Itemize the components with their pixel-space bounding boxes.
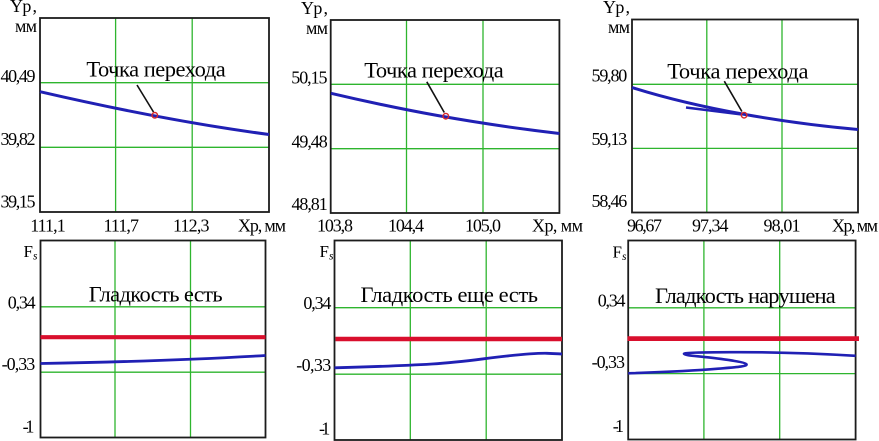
svg-text:-1: -1 <box>23 417 35 437</box>
svg-text:0,34: 0,34 <box>598 291 626 311</box>
svg-text:Гладкость еще есть: Гладкость еще есть <box>361 282 539 307</box>
svg-text:0,34: 0,34 <box>8 292 36 312</box>
svg-text:мм: мм <box>306 18 328 38</box>
svg-text:мм: мм <box>15 16 37 36</box>
svg-text:-0,33: -0,33 <box>2 354 36 374</box>
svg-text:мм: мм <box>608 17 630 37</box>
svg-text:Yp,: Yp, <box>10 0 37 16</box>
svg-text:105,0: 105,0 <box>465 216 501 236</box>
svg-text:104,4: 104,4 <box>388 216 424 236</box>
svg-text:111,1: 111,1 <box>30 216 65 236</box>
svg-text:97,34: 97,34 <box>692 216 729 236</box>
svg-text:Xp, мм: Xp, мм <box>238 216 286 236</box>
svg-text:Гладкость есть: Гладкость есть <box>89 281 223 306</box>
svg-text:Точка перехода: Точка перехода <box>86 56 225 81</box>
svg-text:-0,33: -0,33 <box>592 352 625 372</box>
svg-text:Xp, мм: Xp, мм <box>532 216 583 236</box>
svg-text:40,49: 40,49 <box>1 66 36 86</box>
svg-text:49,48: 49,48 <box>292 132 328 152</box>
svg-text:96,67: 96,67 <box>627 216 662 236</box>
svg-text:-0,33: -0,33 <box>296 355 331 375</box>
svg-text:112,3: 112,3 <box>173 216 210 236</box>
svg-text:Точка перехода: Точка перехода <box>667 59 808 84</box>
svg-text:39,15: 39,15 <box>1 192 36 212</box>
svg-text:Гладкость нарушена: Гладкость нарушена <box>655 283 836 308</box>
svg-text:Xp, мм: Xp, мм <box>832 216 878 236</box>
svg-text:48,81: 48,81 <box>292 194 328 214</box>
svg-text:111,7: 111,7 <box>104 216 140 236</box>
svg-text:0,34: 0,34 <box>303 293 331 313</box>
svg-text:98,01: 98,01 <box>764 216 801 236</box>
svg-text:59,80: 59,80 <box>592 65 628 85</box>
svg-text:59,13: 59,13 <box>592 129 628 149</box>
svg-text:103,8: 103,8 <box>317 216 353 236</box>
svg-text:58,46: 58,46 <box>592 191 628 211</box>
svg-text:-1: -1 <box>319 418 330 438</box>
svg-text:39,82: 39,82 <box>1 129 36 149</box>
svg-text:Yp,: Yp, <box>603 0 630 17</box>
svg-text:50,15: 50,15 <box>291 68 327 88</box>
svg-text:-1: -1 <box>613 416 624 436</box>
svg-text:Yp,: Yp, <box>301 0 328 18</box>
svg-text:Точка перехода: Точка перехода <box>364 58 503 83</box>
